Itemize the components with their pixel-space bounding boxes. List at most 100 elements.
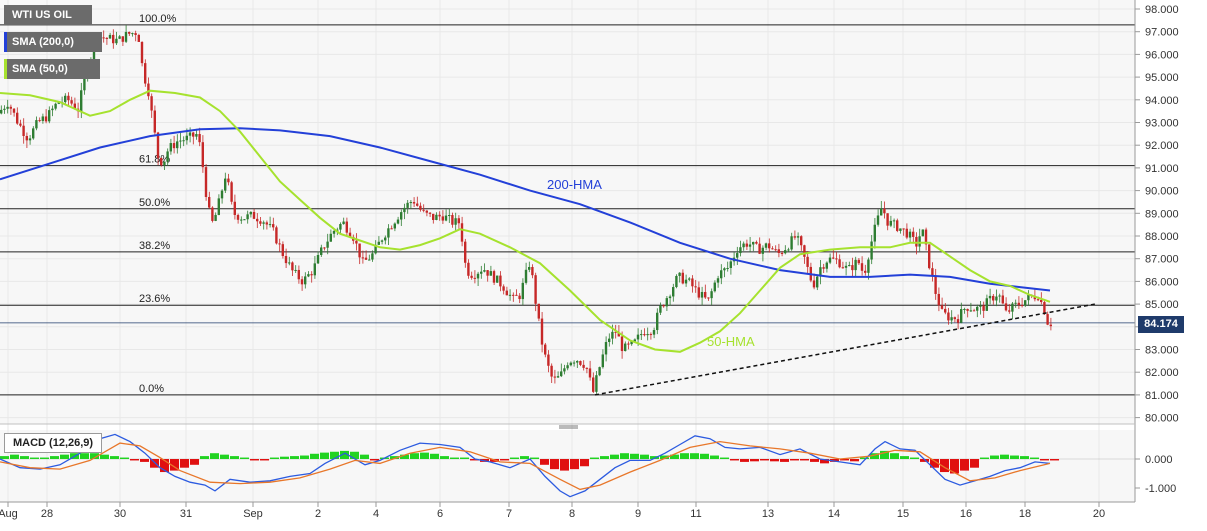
candle-body	[348, 232, 352, 237]
candle-body	[883, 208, 886, 214]
legend-label: SMA (200,0)	[12, 36, 74, 48]
candle-body	[723, 268, 726, 271]
candle-body	[1043, 302, 1046, 315]
candle-body	[444, 215, 448, 221]
candle-body	[128, 31, 131, 34]
candle-body	[131, 33, 134, 35]
candle-body	[208, 196, 211, 208]
candle-body	[854, 259, 857, 271]
candle-body	[956, 319, 960, 323]
candle-body	[969, 310, 972, 312]
candle-body	[108, 34, 112, 39]
candle-body	[736, 253, 739, 258]
price-tick-label: 81.000	[1145, 390, 1179, 402]
candle-body	[230, 182, 233, 202]
price-tick-label: 95.000	[1145, 72, 1179, 84]
macd-histogram-bar	[560, 459, 569, 471]
macd-histogram-bar	[610, 454, 619, 459]
candle-body	[345, 221, 348, 233]
candle-body	[892, 220, 896, 222]
candle-body	[1008, 310, 1011, 312]
candle-body	[166, 151, 169, 162]
pane-resize-handle[interactable]	[559, 425, 578, 429]
macd-histogram-bar	[180, 459, 189, 468]
macd-histogram-bar	[790, 459, 799, 461]
annotation-50-hma: 50-HMA	[707, 334, 755, 349]
price-tick-label: 97.000	[1145, 27, 1179, 39]
time-tick-label: 9	[635, 508, 641, 520]
candle-body	[972, 310, 976, 312]
legend-instrument[interactable]: WTI US OIL	[4, 5, 92, 25]
candle-body	[713, 282, 716, 292]
candle-body	[694, 286, 697, 288]
macd-histogram-bar	[690, 453, 699, 459]
candle-body	[576, 361, 579, 363]
macd-histogram-bar	[530, 457, 539, 459]
candle-body	[1040, 299, 1043, 303]
candle-body	[473, 277, 476, 279]
candle-body	[806, 256, 809, 267]
candle-body	[547, 354, 550, 366]
candle-body	[595, 375, 598, 392]
candle-body	[499, 275, 502, 287]
candle-body	[627, 343, 630, 345]
time-tick-label: 30	[114, 508, 126, 520]
candle-body	[64, 95, 67, 103]
macd-histogram-bar	[950, 459, 959, 474]
legend-label: MACD (12,26,9)	[13, 437, 94, 449]
candle-body	[246, 214, 249, 220]
time-tick-label: 18	[1019, 508, 1031, 520]
candle-body	[774, 249, 777, 251]
macd-histogram-bar	[400, 454, 409, 459]
time-tick-label: Aug	[0, 508, 18, 520]
candle-body	[332, 230, 336, 234]
macd-histogram-bar	[770, 459, 779, 462]
candle-body	[182, 140, 185, 142]
candle-body	[275, 227, 278, 244]
macd-histogram-bar	[230, 456, 239, 459]
candle-body	[582, 364, 585, 368]
candle-body	[697, 287, 700, 298]
candle-body	[92, 45, 96, 61]
candle-body	[355, 240, 358, 244]
candle-body	[867, 259, 870, 273]
candle-body	[412, 202, 416, 204]
legend-sma200[interactable]: SMA (200,0)	[4, 32, 102, 52]
time-tick-label: 11	[690, 508, 701, 520]
candle-body	[486, 270, 489, 276]
candle-body	[291, 262, 294, 271]
support-trendline	[594, 303, 1096, 396]
candle-body	[9, 106, 12, 109]
candle-body	[115, 38, 118, 44]
macd-histogram-bar	[300, 455, 309, 459]
candle-body	[1014, 302, 1017, 304]
candle-body	[243, 219, 246, 221]
candle-body	[764, 243, 768, 248]
candle-body	[102, 37, 105, 39]
macd-histogram-bar	[510, 457, 519, 459]
candle-body	[953, 317, 956, 320]
candle-body	[371, 253, 374, 260]
legend-macd[interactable]: MACD (12,26,9)	[4, 433, 103, 453]
macd-histogram-bar	[10, 454, 19, 459]
legend-sma50[interactable]: SMA (50,0)	[4, 59, 100, 79]
macd-histogram-bar	[360, 454, 369, 459]
candle-body	[265, 222, 268, 225]
candle-body	[195, 134, 198, 137]
candle-body	[784, 250, 787, 254]
price-tick-label: 89.000	[1145, 208, 1179, 220]
candle-body	[201, 142, 204, 168]
candle-body	[281, 244, 284, 256]
price-tick-label: 90.000	[1145, 186, 1179, 198]
candle-body	[441, 216, 444, 221]
macd-histogram-bar	[430, 453, 439, 459]
time-tick-label: 31	[180, 508, 192, 520]
candle-body	[742, 243, 745, 248]
candle-body	[35, 120, 38, 129]
candle-body	[204, 167, 208, 197]
last-price-tag: 84.174	[1138, 316, 1184, 333]
candle-body	[176, 141, 179, 149]
candle-body	[684, 279, 688, 284]
